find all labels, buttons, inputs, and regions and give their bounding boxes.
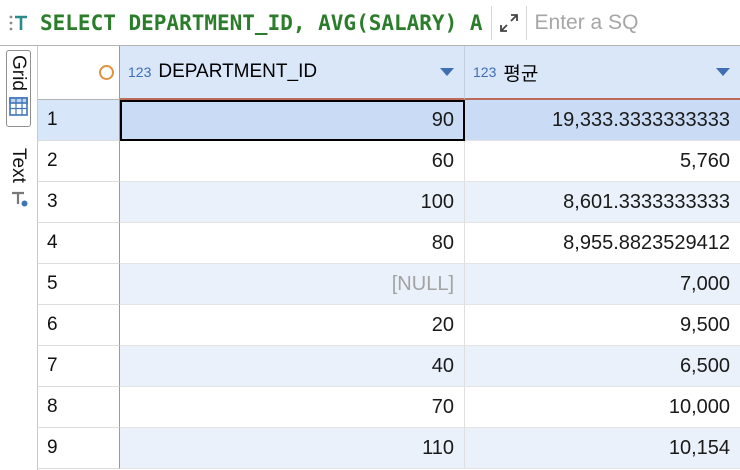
numeric-type-icon: 123 bbox=[128, 64, 152, 80]
grid-cell[interactable]: 10,000 bbox=[465, 387, 740, 428]
table-row: 7 40 6,500 bbox=[38, 346, 740, 387]
row-number[interactable]: 7 bbox=[38, 346, 120, 387]
row-number[interactable]: 8 bbox=[38, 387, 120, 428]
grid-rows: 1 90 19,333.3333333333 2 60 5,760 3 100 8,601.33… bbox=[38, 100, 740, 470]
grid-cell[interactable]: 9,500 bbox=[465, 305, 740, 346]
row-number[interactable]: 3 bbox=[38, 182, 120, 223]
grid-cell[interactable]: 8,601.3333333333 bbox=[465, 182, 740, 223]
column-name: 평균 bbox=[503, 63, 539, 85]
row-number[interactable]: 1 bbox=[38, 100, 120, 141]
grid-cell[interactable]: 60 bbox=[120, 141, 465, 182]
column-header-department-id[interactable]: 123 DEPARTMENT_ID bbox=[120, 46, 465, 100]
tab-grid[interactable]: Grid bbox=[6, 50, 31, 127]
grid-icon bbox=[9, 97, 28, 121]
table-row: 9 110 10,154 bbox=[38, 428, 740, 469]
grid-cell[interactable]: 40 bbox=[120, 346, 465, 387]
column-name: DEPARTMENT_ID bbox=[158, 61, 318, 82]
column-header-average[interactable]: 123 평균 bbox=[465, 46, 740, 100]
presentation-sidebar: Grid Text bbox=[0, 46, 38, 470]
grid-cell[interactable]: 90 bbox=[120, 100, 465, 141]
grid-cell[interactable]: 6,500 bbox=[465, 346, 740, 387]
grid-cell[interactable]: 80 bbox=[120, 223, 465, 264]
table-row: 8 70 10,000 bbox=[38, 387, 740, 428]
row-number[interactable]: 9 bbox=[38, 428, 120, 469]
table-row: 5 [NULL] 7,000 bbox=[38, 264, 740, 305]
grid-cell[interactable]: 110 bbox=[120, 428, 465, 469]
expand-icon[interactable] bbox=[490, 5, 527, 40]
numeric-type-icon: 123 bbox=[473, 64, 497, 80]
query-text: SELECT DEPARTMENT_ID, AVG(SALARY) A bbox=[40, 10, 483, 35]
sql-script-icon bbox=[6, 10, 32, 36]
grid-cell[interactable]: 7,000 bbox=[465, 264, 740, 305]
row-number[interactable]: 6 bbox=[38, 305, 120, 346]
text-icon bbox=[9, 189, 28, 213]
table-row: 6 20 9,500 bbox=[38, 305, 740, 346]
table-row: 2 60 5,760 bbox=[38, 141, 740, 182]
row-number[interactable]: 5 bbox=[38, 264, 120, 305]
grid-header-row: 123 DEPARTMENT_ID 123 평균 bbox=[38, 46, 740, 100]
grid-cell[interactable]: 10,154 bbox=[465, 428, 740, 469]
row-number[interactable]: 4 bbox=[38, 223, 120, 264]
filter-dropdown-icon[interactable] bbox=[716, 68, 730, 76]
grid-cell[interactable]: [NULL] bbox=[120, 264, 465, 305]
result-grid: 123 DEPARTMENT_ID 123 평균 1 90 19,333.33333… bbox=[38, 46, 740, 470]
grid-cell[interactable]: 5,760 bbox=[465, 141, 740, 182]
grid-cell[interactable]: 70 bbox=[120, 387, 465, 428]
sql-input-placeholder[interactable]: Enter a SQ bbox=[534, 10, 639, 34]
table-row: 1 90 19,333.3333333333 bbox=[38, 100, 740, 141]
record-circle-icon bbox=[99, 65, 114, 80]
grid-cell[interactable]: 20 bbox=[120, 305, 465, 346]
grid-corner-cell[interactable] bbox=[38, 46, 120, 100]
tab-text-label: Text bbox=[8, 147, 29, 183]
filter-dropdown-icon[interactable] bbox=[440, 68, 454, 76]
table-row: 4 80 8,955.8823529412 bbox=[38, 223, 740, 264]
tab-grid-label: Grid bbox=[8, 55, 29, 91]
grid-cell[interactable]: 100 bbox=[120, 182, 465, 223]
grid-cell[interactable]: 8,955.8823529412 bbox=[465, 223, 740, 264]
row-number[interactable]: 2 bbox=[38, 141, 120, 182]
grid-cell[interactable]: 19,333.3333333333 bbox=[465, 100, 740, 141]
query-toolbar: SELECT DEPARTMENT_ID, AVG(SALARY) A Ente… bbox=[0, 0, 740, 46]
tab-text[interactable]: Text bbox=[6, 143, 31, 219]
results-main: Grid Text bbox=[0, 46, 740, 470]
table-row: 3 100 8,601.3333333333 bbox=[38, 182, 740, 223]
